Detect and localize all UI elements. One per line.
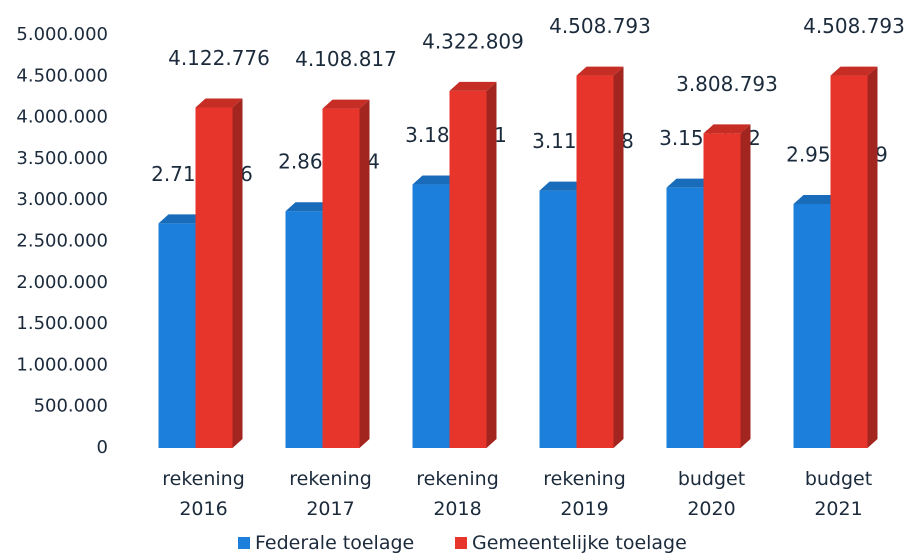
bar-top [195, 98, 243, 108]
y-tick-label: 2.500.000 [16, 231, 108, 252]
value-label: 4.108.817 [295, 47, 397, 71]
y-tick-label: 5.000.000 [16, 24, 108, 45]
bar-front [158, 223, 196, 448]
bar-front [195, 107, 233, 448]
bar [449, 81, 497, 448]
value-label: 3.808.793 [676, 72, 778, 96]
bar-front [412, 184, 450, 448]
x-tick-label: budget 2021 [804, 468, 873, 520]
bar-front [539, 190, 577, 449]
x-tick-label: rekening 2017 [289, 468, 372, 520]
bar-front [666, 187, 704, 448]
legend-swatch [455, 537, 467, 549]
legend-item: Gemeentelijke toelage [455, 532, 687, 554]
bar [576, 66, 624, 448]
bar-top [322, 99, 370, 109]
x-tick-label: rekening 2016 [162, 468, 245, 520]
value-label: 4.508.793 [803, 14, 905, 38]
x-tick-label: rekening 2019 [543, 468, 626, 520]
y-tick-label: 4.000.000 [16, 107, 108, 128]
x-tick-label: budget 2020 [677, 468, 746, 520]
value-label: 4.322.809 [422, 29, 524, 53]
bar-front [793, 203, 831, 448]
bar-side [359, 99, 370, 448]
bar-side [486, 81, 497, 448]
bar-side [867, 66, 878, 448]
y-tick-label: 3.500.000 [16, 148, 108, 169]
bar-front [576, 75, 614, 448]
bar-front [285, 211, 323, 448]
legend-item: Federale toelage [238, 532, 414, 554]
bar-top [703, 124, 751, 134]
bar-front [703, 133, 741, 449]
legend-swatch [238, 537, 250, 549]
legend-label: Gemeentelijke toelage [472, 532, 687, 554]
y-tick-label: 500.000 [34, 396, 108, 417]
x-tick-label: rekening 2018 [416, 468, 499, 520]
y-tick-label: 1.500.000 [16, 313, 108, 334]
bar-front [449, 90, 487, 448]
bar-side [613, 66, 624, 448]
y-tick-label: 3.000.000 [16, 189, 108, 210]
y-tick-label: 2.000.000 [16, 272, 108, 293]
bar [830, 66, 878, 448]
bar-top [793, 194, 841, 204]
bar-side [740, 124, 751, 448]
bar-front [830, 75, 868, 448]
bar-top [412, 175, 460, 185]
bar [703, 124, 751, 449]
bar [322, 99, 370, 448]
y-tick-label: 4.500.000 [16, 65, 108, 86]
bar-top [285, 202, 333, 212]
bar-side [232, 98, 243, 448]
bar-top [830, 66, 878, 76]
bar-top [576, 66, 624, 76]
bar-top [666, 178, 714, 188]
bar-top [158, 214, 206, 224]
y-tick-label: 1.000.000 [16, 354, 108, 375]
bar-front [322, 108, 360, 448]
bar-top [449, 81, 497, 91]
legend-label: Federale toelage [255, 532, 415, 554]
y-tick-label: 0 [97, 437, 108, 458]
value-label: 4.508.793 [549, 14, 651, 38]
bar [195, 98, 243, 448]
value-label: 4.122.776 [168, 46, 270, 70]
bar-top [539, 181, 587, 191]
